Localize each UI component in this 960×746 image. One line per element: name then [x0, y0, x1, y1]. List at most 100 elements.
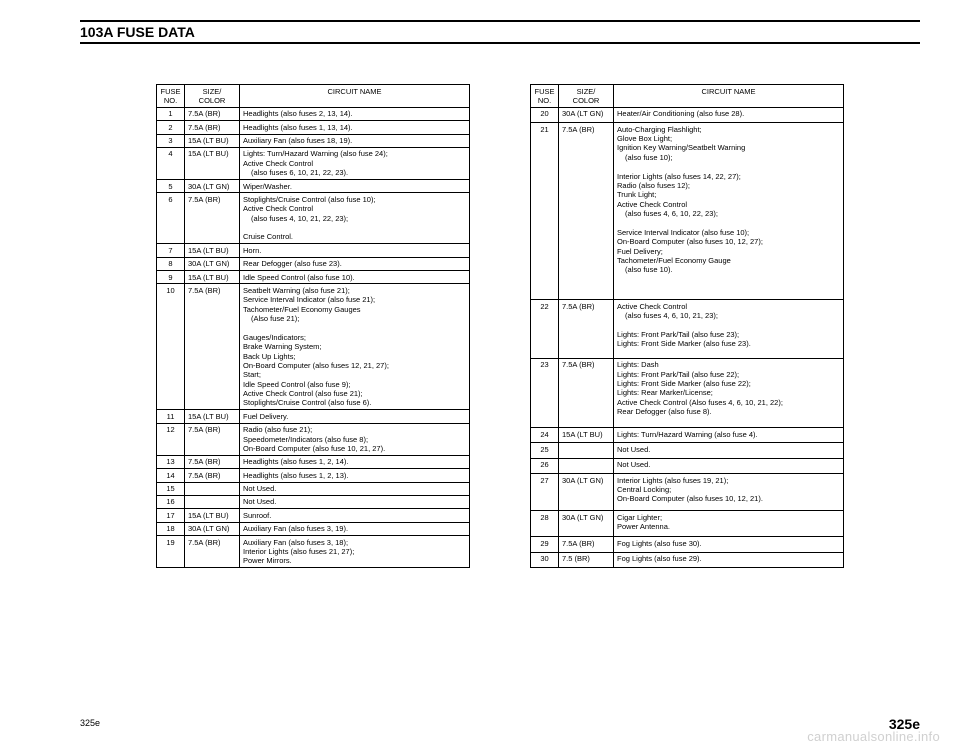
- fuse-size: 30A (LT GN): [185, 180, 240, 193]
- table-row: 915A (LT BU)Idle Speed Control (also fus…: [157, 271, 470, 284]
- table-row: 237.5A (BR)Lights: DashLights: Front Par…: [531, 358, 844, 427]
- fuse-size: 15A (LT BU): [185, 271, 240, 284]
- fuse-circuit: Fog Lights (also fuse 29).: [614, 552, 844, 567]
- table-row: 17.5A (BR)Headlights (also fuses 2, 13, …: [157, 107, 470, 120]
- table-row: 25 Not Used.: [531, 443, 844, 458]
- fuse-circuit: Auxiliary Fan (also fuses 3, 19).: [240, 522, 470, 535]
- fuse-size: 7.5A (BR): [185, 455, 240, 468]
- fuse-size: [559, 443, 614, 458]
- fuse-circuit: Interior Lights (also fuses 19, 21);Cent…: [614, 474, 844, 511]
- fuse-circuit: Auxiliary Fan (also fuses 3, 18);Interio…: [240, 536, 470, 568]
- fuse-no: 8: [157, 257, 185, 270]
- table-row: 227.5A (BR)Active Check Control(also fus…: [531, 300, 844, 359]
- fuse-circuit: Not Used.: [240, 482, 470, 495]
- fuse-size: 7.5A (BR): [559, 123, 614, 300]
- fuse-no: 20: [531, 107, 559, 122]
- fuse-no: 12: [157, 423, 185, 455]
- fuse-no: 11: [157, 410, 185, 423]
- fuse-circuit: Active Check Control(also fuses 4, 6, 10…: [614, 300, 844, 359]
- fuse-no: 25: [531, 443, 559, 458]
- fuse-size: 15A (LT BU): [185, 134, 240, 147]
- fuse-circuit: Sunroof.: [240, 509, 470, 522]
- fuse-size: 7.5 (BR): [559, 552, 614, 567]
- fuse-size: 7.5A (BR): [559, 537, 614, 552]
- fuse-no: 29: [531, 537, 559, 552]
- fuse-size: 7.5A (BR): [185, 121, 240, 134]
- fuse-size: 7.5A (BR): [185, 469, 240, 482]
- fuse-size: 7.5A (BR): [185, 536, 240, 568]
- fuse-circuit: Headlights (also fuses 1, 13, 14).: [240, 121, 470, 134]
- table-row: 27.5A (BR)Headlights (also fuses 1, 13, …: [157, 121, 470, 134]
- table-row: 297.5A (BR)Fog Lights (also fuse 30).: [531, 537, 844, 552]
- table-row: 2730A (LT GN)Interior Lights (also fuses…: [531, 474, 844, 511]
- watermark: carmanualsonline.info: [807, 729, 940, 744]
- fuse-circuit: Not Used.: [240, 495, 470, 508]
- table-row: 107.5A (BR)Seatbelt Warning (also fuse 2…: [157, 284, 470, 410]
- page-header: 103A FUSE DATA: [80, 24, 920, 44]
- fuse-circuit: Cigar Lighter;Power Antenna.: [614, 511, 844, 537]
- fuse-no: 28: [531, 511, 559, 537]
- fuse-size: 15A (LT BU): [185, 147, 240, 179]
- col-header-size: SIZE/COLOR: [185, 85, 240, 108]
- fuse-circuit: Idle Speed Control (also fuse 10).: [240, 271, 470, 284]
- fuse-size: 30A (LT GN): [185, 257, 240, 270]
- fuse-size: [185, 482, 240, 495]
- fuse-size: [185, 495, 240, 508]
- fuse-no: 21: [531, 123, 559, 300]
- fuse-no: 24: [531, 428, 559, 443]
- fuse-circuit: Wiper/Washer.: [240, 180, 470, 193]
- fuse-circuit: Auxiliary Fan (also fuses 18, 19).: [240, 134, 470, 147]
- fuse-no: 17: [157, 509, 185, 522]
- table-row: 307.5 (BR)Fog Lights (also fuse 29).: [531, 552, 844, 567]
- fuse-circuit: Headlights (also fuses 2, 13, 14).: [240, 107, 470, 120]
- fuse-no: 18: [157, 522, 185, 535]
- fuse-circuit: Lights: DashLights: Front Park/Tail (als…: [614, 358, 844, 427]
- fuse-no: 4: [157, 147, 185, 179]
- fuse-circuit: Headlights (also fuses 1, 2, 14).: [240, 455, 470, 468]
- fuse-no: 2: [157, 121, 185, 134]
- col-header-no: FUSENO.: [157, 85, 185, 108]
- fuse-size: 15A (LT BU): [185, 410, 240, 423]
- table-row: 1715A (LT BU)Sunroof.: [157, 509, 470, 522]
- fuse-no: 30: [531, 552, 559, 567]
- fuse-circuit: Auto-Charging Flashlight;Glove Box Light…: [614, 123, 844, 300]
- table-row: 67.5A (BR)Stoplights/Cruise Control (als…: [157, 193, 470, 244]
- fuse-no: 5: [157, 180, 185, 193]
- table-row: 715A (LT BU)Horn.: [157, 244, 470, 257]
- fuse-no: 3: [157, 134, 185, 147]
- fuse-size: 15A (LT BU): [185, 509, 240, 522]
- fuse-circuit: Not Used.: [614, 458, 844, 473]
- fuse-no: 16: [157, 495, 185, 508]
- table-row: 2830A (LT GN)Cigar Lighter;Power Antenna…: [531, 511, 844, 537]
- fuse-size: 30A (LT GN): [185, 522, 240, 535]
- fuse-circuit: Radio (also fuse 21);Speedometer/Indicat…: [240, 423, 470, 455]
- fuse-no: 7: [157, 244, 185, 257]
- fuse-size: 30A (LT GN): [559, 107, 614, 122]
- fuse-circuit: Headlights (also fuses 1, 2, 13).: [240, 469, 470, 482]
- fuse-no: 10: [157, 284, 185, 410]
- fuse-size: 7.5A (BR): [185, 423, 240, 455]
- fuse-circuit: Fog Lights (also fuse 30).: [614, 537, 844, 552]
- col-header-no: FUSENO.: [531, 85, 559, 108]
- fuse-circuit: Not Used.: [614, 443, 844, 458]
- fuse-size: 7.5A (BR): [559, 358, 614, 427]
- fuse-no: 1: [157, 107, 185, 120]
- fuse-no: 14: [157, 469, 185, 482]
- table-row: 26 Not Used.: [531, 458, 844, 473]
- col-header-circuit: CIRCUIT NAME: [240, 85, 470, 108]
- table-row: 2415A (LT BU)Lights: Turn/Hazard Warning…: [531, 428, 844, 443]
- fuse-no: 26: [531, 458, 559, 473]
- fuse-circuit: Heater/Air Conditioning (also fuse 28).: [614, 107, 844, 122]
- fuse-size: 30A (LT GN): [559, 511, 614, 537]
- fuse-no: 13: [157, 455, 185, 468]
- table-row: 217.5A (BR)Auto-Charging Flashlight;Glov…: [531, 123, 844, 300]
- fuse-tables: FUSENO. SIZE/COLOR CIRCUIT NAME 17.5A (B…: [80, 84, 920, 568]
- table-row: 15Not Used.: [157, 482, 470, 495]
- fuse-size: 7.5A (BR): [185, 193, 240, 244]
- fuse-size: 15A (LT BU): [185, 244, 240, 257]
- table-row: 147.5A (BR)Headlights (also fuses 1, 2, …: [157, 469, 470, 482]
- fuse-size: 7.5A (BR): [559, 300, 614, 359]
- fuse-size: 30A (LT GN): [559, 474, 614, 511]
- fuse-circuit: Horn.: [240, 244, 470, 257]
- fuse-no: 19: [157, 536, 185, 568]
